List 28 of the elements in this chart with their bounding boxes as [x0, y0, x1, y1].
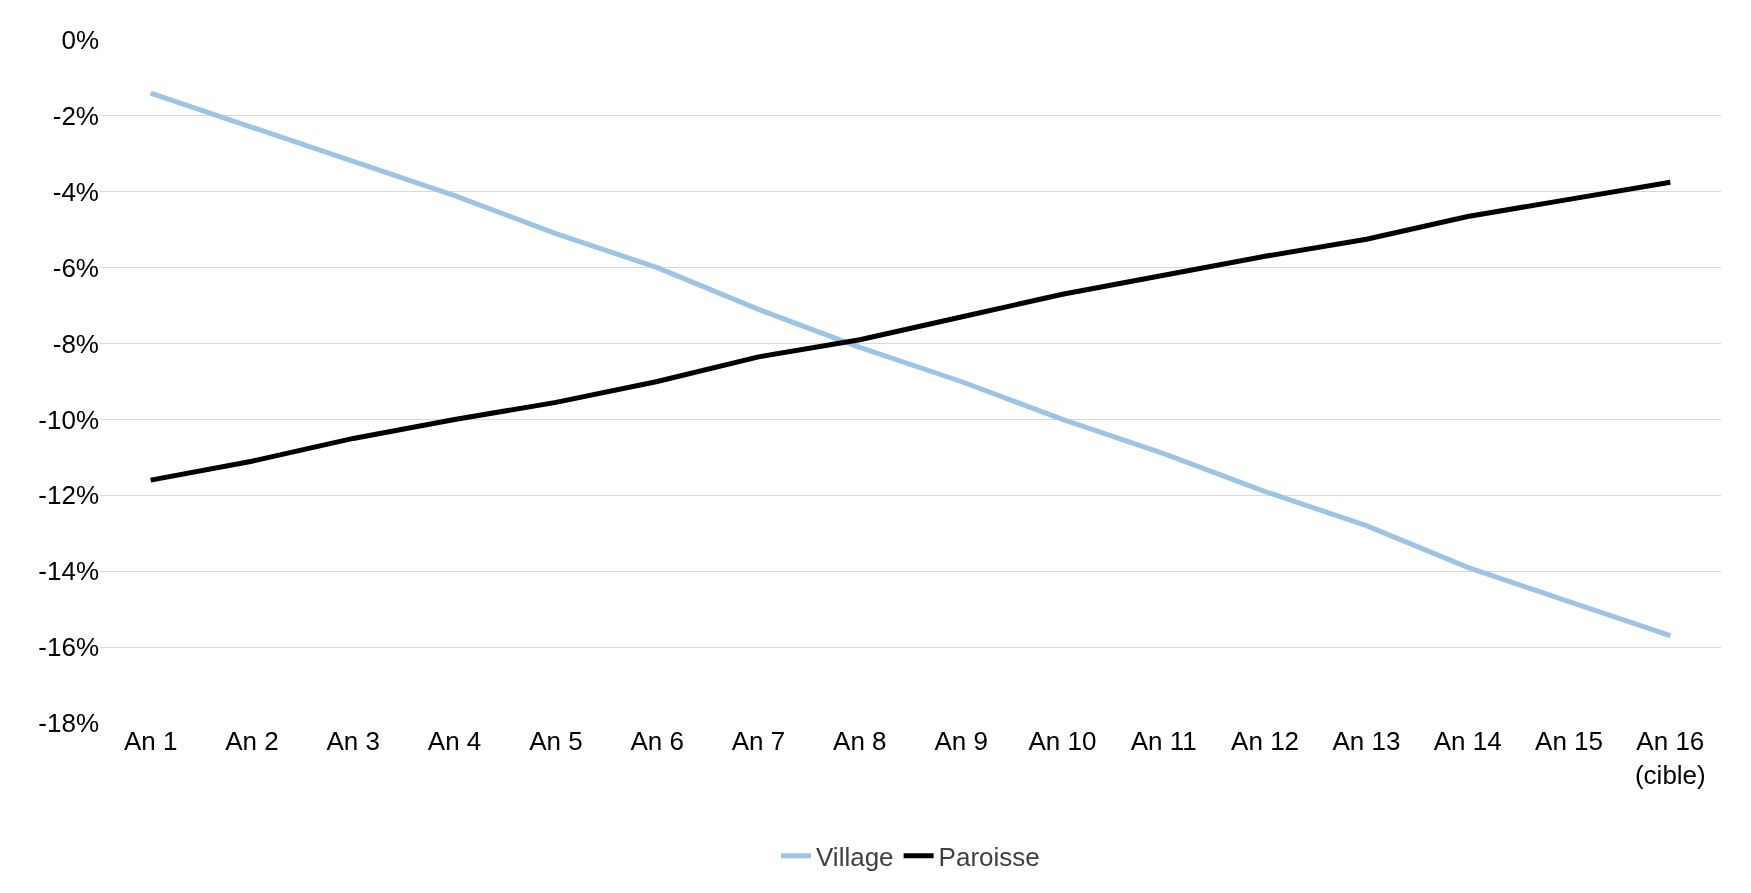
- legend-label: Paroisse: [938, 841, 1040, 872]
- y-tick-label: -18%: [38, 708, 99, 739]
- x-tick-label: An 10: [1028, 726, 1097, 756]
- x-tick-label: An 7: [731, 726, 786, 756]
- y-tick-label: -10%: [38, 404, 99, 435]
- x-tick-label: An 11: [1130, 726, 1197, 756]
- x-tick-label: An 16 (cible): [1634, 726, 1706, 790]
- y-tick-label: -16%: [38, 632, 99, 663]
- x-tick-label: An 6: [630, 726, 684, 756]
- x-tick-label: An 3: [326, 726, 381, 756]
- x-tick-label: An 14: [1433, 726, 1502, 756]
- x-tick-label: An 15: [1535, 726, 1604, 756]
- y-tick-label: 0%: [61, 25, 99, 56]
- x-tick-label: An 8: [833, 726, 887, 756]
- x-tick-label: An 9: [934, 726, 988, 756]
- y-tick-label: -4%: [52, 176, 99, 207]
- y-tick-label: -8%: [52, 328, 99, 359]
- x-tick-label: An 5: [529, 726, 583, 756]
- y-tick-label: -2%: [52, 100, 99, 131]
- x-tick-label: An 4: [427, 726, 482, 756]
- x-tick-label: An 2: [225, 726, 279, 756]
- y-tick-label: -12%: [38, 480, 99, 511]
- y-tick-label: -14%: [38, 556, 99, 587]
- y-tick-label: -6%: [52, 252, 99, 283]
- x-tick-label: An 12: [1231, 726, 1300, 756]
- legend-label: Village: [816, 841, 894, 872]
- x-tick-label: An 13: [1332, 726, 1401, 756]
- x-tick-label: An 1: [123, 726, 178, 756]
